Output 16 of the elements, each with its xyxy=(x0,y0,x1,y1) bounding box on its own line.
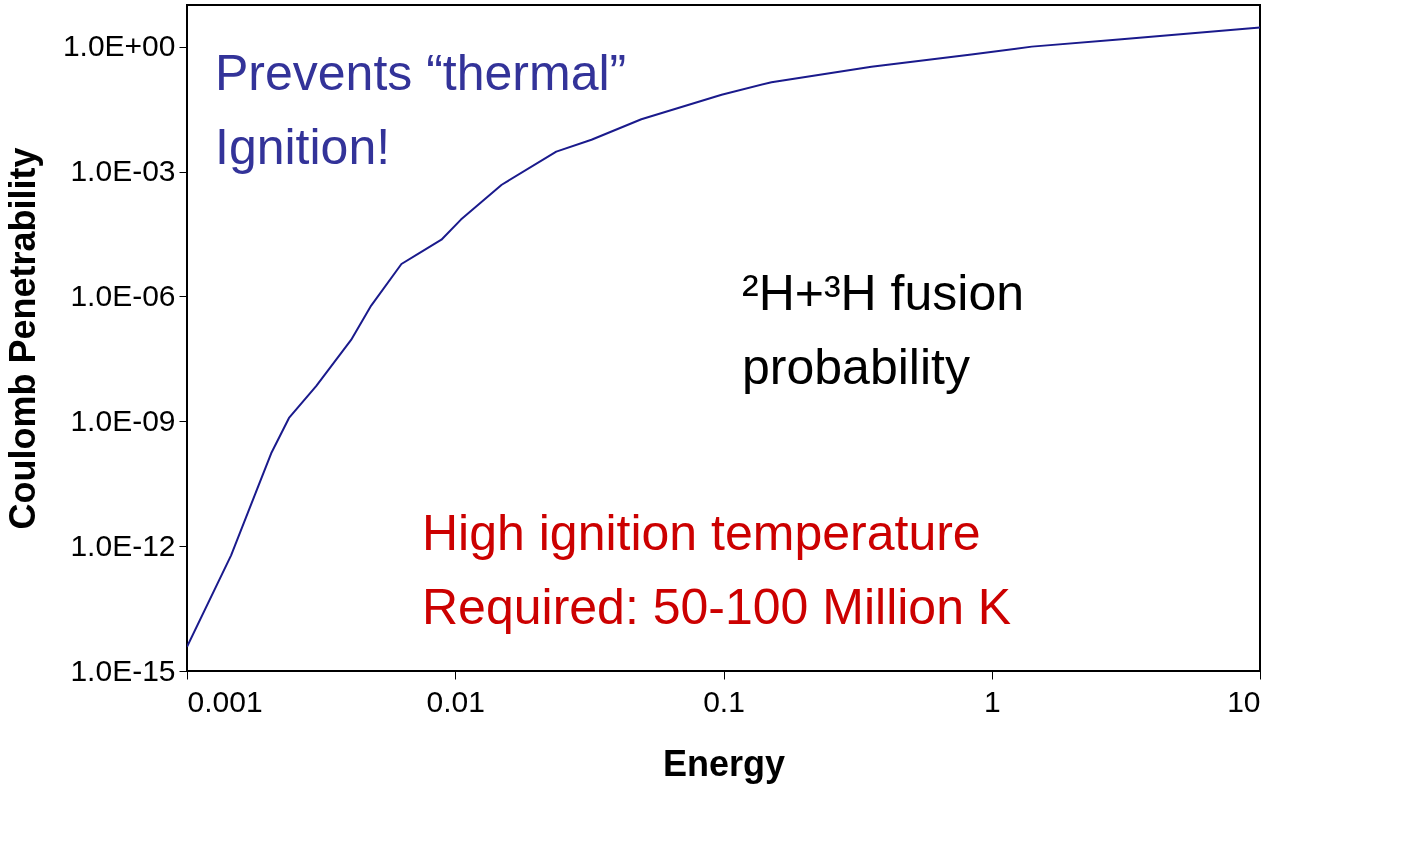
x-axis-title: Energy xyxy=(662,742,786,784)
y-tick-label: 1.0E-06 xyxy=(70,278,176,312)
annotation: High ignition temperature Required: 50-100 Million K xyxy=(422,505,1012,635)
y-axis-title: Coulomb Penetrability xyxy=(1,147,43,530)
x-tick-label: 0.001 xyxy=(187,684,263,718)
x-tick-label: 1 xyxy=(983,684,1001,718)
y-tick-label: 1.0E-15 xyxy=(70,653,176,687)
x-tick-label: 0.01 xyxy=(426,684,485,718)
y-tick-label: 1.0E-09 xyxy=(70,403,176,437)
x-tick-label: 10 xyxy=(1227,684,1261,718)
annotation: ²H+³H fusion probability xyxy=(742,265,1025,395)
y-tick-label: 1.0E-03 xyxy=(70,154,176,187)
x-tick-label: 0.1 xyxy=(703,684,745,718)
y-tick-label: 1.0E-12 xyxy=(70,528,176,562)
y-tick-label: 1.0E+00 xyxy=(62,29,176,63)
annotation: Prevents “thermal” Ignition! xyxy=(215,45,627,175)
